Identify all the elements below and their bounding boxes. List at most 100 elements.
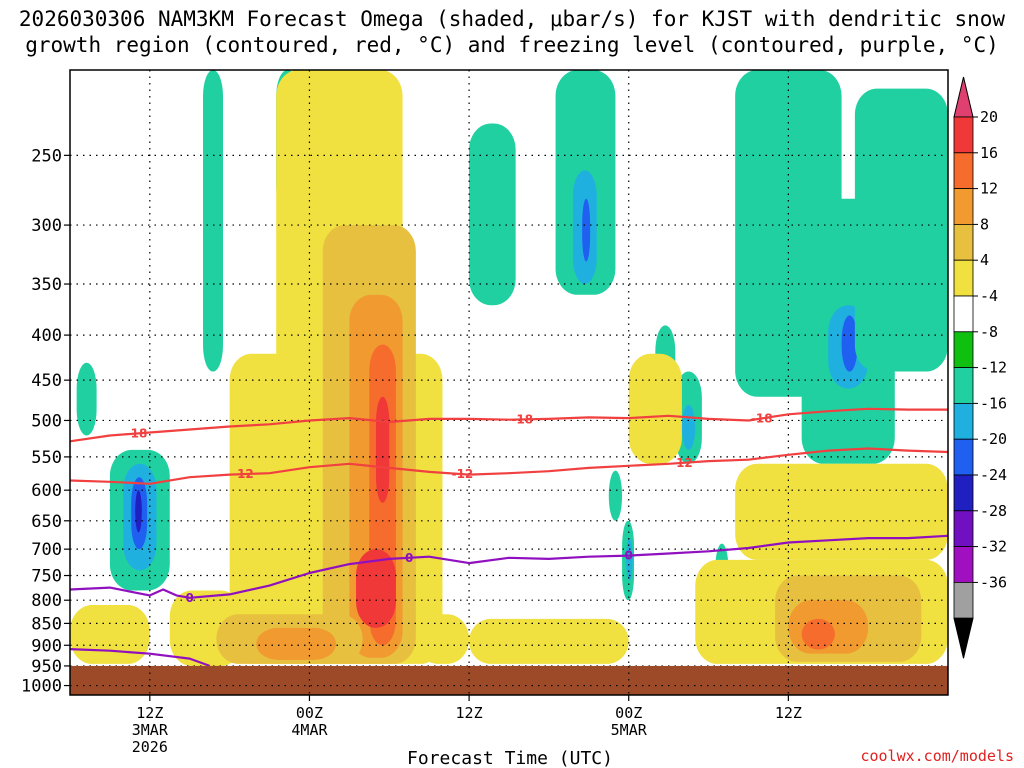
x-tick-label-18: 00Z xyxy=(296,704,323,722)
colorbar-label-12: -32 xyxy=(980,538,1007,556)
omega-cell-5 xyxy=(203,70,223,372)
colorbar-band-12 xyxy=(953,546,974,583)
colorbar-band-5 xyxy=(953,295,974,333)
colorbar-label-11: -28 xyxy=(980,502,1007,520)
y-tick-label-850: 850 xyxy=(31,614,62,634)
isotherm-label-2-0: 0 xyxy=(186,591,194,605)
y-tick-label-550: 550 xyxy=(31,448,62,468)
isotherm-label-1-1: -12 xyxy=(452,467,474,481)
y-tick-label-950: 950 xyxy=(31,657,62,677)
below-ground-mask xyxy=(70,665,948,695)
x-tick-label-6: 12Z xyxy=(136,704,163,722)
colorbar-label-8: -16 xyxy=(980,394,1007,412)
colorbar-band-1 xyxy=(953,152,974,190)
colorbar-label-4: 4 xyxy=(980,251,989,269)
colorbar-label-5: -4 xyxy=(980,287,998,305)
colorbar: 20 16 12 8 4 -4 -8 -12 -16 -20 -24 -28 -32 -36 xyxy=(953,76,1007,659)
omega-cell-35 xyxy=(415,614,470,664)
y-tick-label-450: 450 xyxy=(31,371,62,391)
colorbar-label-7: -12 xyxy=(980,359,1007,377)
isotherm-line-0 xyxy=(69,407,948,443)
colorbar-label-1: 16 xyxy=(980,144,998,162)
omega-cell-34 xyxy=(256,627,337,660)
colorbar-label-2: 12 xyxy=(980,180,998,198)
x-tick-label-30: 12Z xyxy=(456,704,483,722)
x-tick-year-6: 2026 xyxy=(132,738,168,756)
colorbar-band-6 xyxy=(953,331,974,368)
y-tick-label-500: 500 xyxy=(31,411,62,431)
y-tick-label-1000: 1000 xyxy=(21,677,62,697)
chart-title: 2026030306 NAM3KM Forecast Omega (shaded… xyxy=(19,7,1006,57)
y-tick-label-400: 400 xyxy=(31,326,62,346)
pressure-axis: 2503003504004505005506006507007508008509… xyxy=(21,146,70,697)
colorbar-band-0 xyxy=(953,116,974,154)
omega-cell-25 xyxy=(70,604,150,664)
omega-cell-37 xyxy=(628,353,682,464)
y-tick-label-650: 650 xyxy=(31,512,62,532)
x-tick-date-42: 5MAR xyxy=(611,721,648,739)
omega-cell-14 xyxy=(626,538,633,581)
omega-cell-0 xyxy=(76,362,97,436)
y-tick-label-250: 250 xyxy=(31,146,62,166)
colorbar-band-9 xyxy=(953,438,974,476)
colorbar-label-10: -24 xyxy=(980,466,1007,484)
omega-cell-8 xyxy=(469,123,516,306)
ground-fill xyxy=(70,665,948,695)
x-tick-label-54: 12Z xyxy=(775,704,802,722)
colorbar-bottom-arrow xyxy=(953,617,974,659)
colorbar-label-6: -8 xyxy=(980,323,998,341)
colorbar-band-3 xyxy=(953,223,974,261)
omega-cell-42 xyxy=(801,618,835,650)
isotherm-label-0-1: -18 xyxy=(511,412,533,426)
omega-cell-12 xyxy=(608,470,623,521)
grid-lines xyxy=(70,70,948,695)
omega-cell-32 xyxy=(356,549,396,628)
colorbar-label-9: -20 xyxy=(980,430,1007,448)
colorbar-top-arrow xyxy=(953,76,974,118)
temperature-contours: -18 -18 -18 -12 -12 -12 0 0 0 xyxy=(69,407,949,667)
colorbar-label-0: 20 xyxy=(980,108,998,126)
isotherm-label-2-1: 0 xyxy=(405,551,413,565)
omega-cell-23 xyxy=(854,88,948,372)
y-tick-label-750: 750 xyxy=(31,567,62,587)
y-tick-label-300: 300 xyxy=(31,216,62,236)
x-tick-date-6: 3MAR xyxy=(132,721,169,739)
colorbar-band-7 xyxy=(953,367,974,404)
isotherm-label-0-2: -18 xyxy=(751,411,773,425)
y-tick-label-800: 800 xyxy=(31,591,62,611)
y-tick-label-700: 700 xyxy=(31,540,62,560)
omega-cell-22 xyxy=(841,315,858,372)
isotherm-label-1-0: -12 xyxy=(232,467,254,481)
y-tick-label-900: 900 xyxy=(31,636,62,656)
isotherm-line-1 xyxy=(69,447,949,485)
title-line-1: 2026030306 NAM3KM Forecast Omega (shaded… xyxy=(19,7,1006,31)
x-axis-title: Forecast Time (UTC) xyxy=(407,748,613,768)
colorbar-band-10 xyxy=(953,474,974,512)
colorbar-band-8 xyxy=(953,402,974,440)
isotherm-label-0-0: -18 xyxy=(126,426,148,440)
omega-cell-36 xyxy=(469,618,629,664)
omega-cell-17 xyxy=(681,404,696,450)
colorbar-band-11 xyxy=(953,510,974,547)
omega-cell-39 xyxy=(735,463,948,560)
isotherm-line-3 xyxy=(69,648,211,667)
colorbar-band-13 xyxy=(953,582,974,619)
colorbar-band-4 xyxy=(953,259,974,297)
isotherm-label-1-2: -12 xyxy=(671,456,693,470)
omega-cell-11 xyxy=(582,198,591,262)
plot-border xyxy=(69,69,949,696)
isotherm-line-2 xyxy=(69,534,949,599)
credit-link[interactable]: coolwx.com/models xyxy=(860,747,1014,765)
colorbar-band-2 xyxy=(953,188,974,225)
omega-shading xyxy=(70,70,948,666)
colorbar-label-3: 8 xyxy=(980,215,989,233)
omega-cell-31 xyxy=(375,396,390,503)
plot-frame xyxy=(69,69,949,696)
y-tick-label-600: 600 xyxy=(31,481,62,501)
title-line-2: growth region (contoured, red, °C) and f… xyxy=(25,33,999,57)
colorbar-label-13: -36 xyxy=(980,573,1007,591)
omega-cell-4 xyxy=(135,490,142,533)
isotherm-label-2-2: 0 xyxy=(625,549,633,563)
